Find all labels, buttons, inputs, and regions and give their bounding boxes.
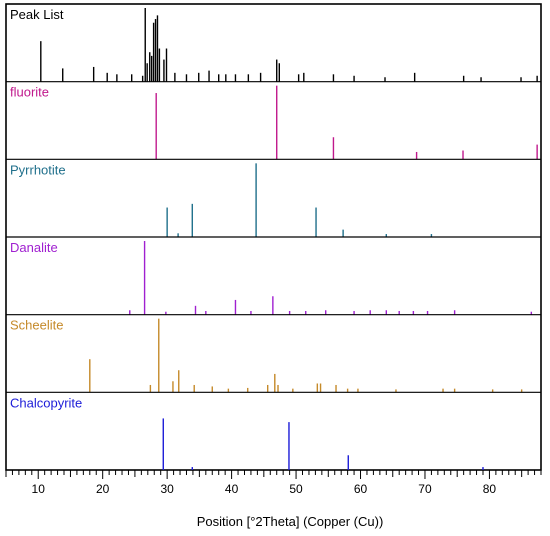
x-tick-label: 10	[32, 482, 46, 496]
panel-danalite: Danalite	[6, 236, 541, 315]
x-tick-label: 30	[160, 482, 174, 496]
x-tick-label: 50	[289, 482, 303, 496]
x-tick-label: 20	[96, 482, 110, 496]
panel-label: Scheelite	[10, 318, 63, 333]
panel-label: fluorite	[10, 85, 49, 100]
x-tick-label: 60	[354, 482, 368, 496]
x-tick-label: 80	[483, 482, 497, 496]
panel-pyrrhotite: Pyrrhotite	[6, 158, 541, 237]
x-axis-title: Position [°2Theta] (Copper (Cu))	[197, 514, 384, 529]
panel-label: Pyrrhotite	[10, 162, 66, 177]
stacked-panels: Peak List fluorite Pyrrhotite Danalite Schee…	[5, 3, 542, 471]
panel-scheelite: Scheelite	[6, 314, 541, 393]
panel-peak-list: Peak List	[10, 7, 538, 82]
x-axis: 10 20 30 40 50 60 70 80	[5, 470, 542, 496]
x-tick-label: 70	[418, 482, 432, 496]
panel-label: Peak List	[10, 7, 64, 22]
panel-label: Danalite	[10, 240, 58, 255]
panel-fluorite: fluorite	[6, 81, 541, 160]
panel-label: Chalcopyrite	[10, 395, 82, 410]
x-tick-label: 40	[225, 482, 239, 496]
panel-chalcopyrite: Chalcopyrite	[6, 391, 541, 470]
